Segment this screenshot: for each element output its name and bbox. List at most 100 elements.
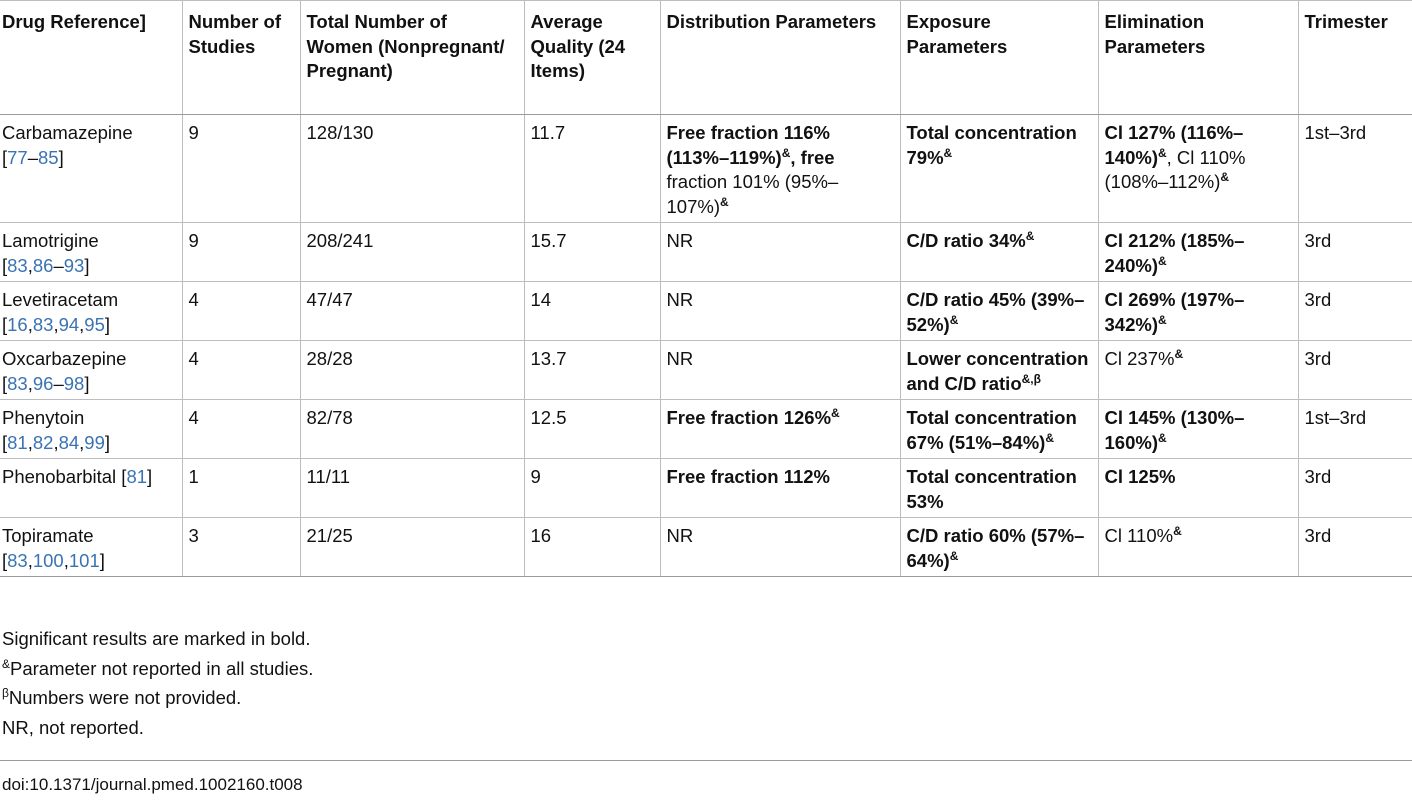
reference-link[interactable]: 81 (7, 431, 28, 453)
reference-link[interactable]: 85 (38, 146, 59, 168)
reference-link[interactable]: 96 (32, 372, 54, 394)
footnote-marker: & (1220, 170, 1230, 184)
cell-text: [ (2, 313, 8, 335)
header-trimester: Trimester (1297, 0, 1412, 115)
cell-text: ] (84, 372, 90, 394)
cell-trimester: 3rd (1297, 458, 1412, 518)
cell-drug-reference: Levetiracetam [16,83,94,95] (0, 281, 182, 341)
cell-text: , (63, 549, 69, 571)
cell-text: ] (99, 549, 105, 571)
footnote-marker: & (1157, 430, 1167, 445)
reference-link[interactable]: 83 (7, 549, 28, 571)
footnote-ampersand: &Parameter not reported in all studies. (2, 656, 314, 679)
cell-text: Cl 269% (197%–342%) (1104, 289, 1245, 335)
cell-text: Lower concentration and C/D ratio (906, 348, 1089, 394)
reference-link[interactable]: 100 (32, 549, 64, 571)
reference-link[interactable]: 86 (32, 254, 54, 276)
reference-link[interactable]: 83 (7, 254, 28, 276)
reference-link[interactable]: 81 (126, 466, 148, 487)
cell-text: – (27, 146, 39, 168)
header-distribution-parameters: Distribution Parameters (659, 0, 900, 115)
cell-text: , (53, 431, 59, 453)
cell-average-quality: 13.7 (523, 340, 660, 400)
cell-text: , (79, 313, 85, 335)
cell-average-quality: 14 (523, 281, 660, 341)
cell-exposure-parameters: Total concentration 67% (51%–84%)& (899, 399, 1098, 459)
cell-text: C/D ratio 60% (57%–64%) (906, 525, 1085, 571)
cell-distribution-parameters: NR (659, 340, 900, 400)
cell-text: ] (58, 146, 64, 168)
cell-number-of-studies: 4 (181, 281, 300, 341)
cell-text: , (27, 254, 33, 276)
cell-trimester: 3rd (1297, 222, 1412, 282)
footnote-marker: & (1174, 347, 1184, 361)
cell-text: ] (84, 254, 90, 276)
cell-text: Free fraction 112% (666, 466, 831, 487)
cell-text: NR (666, 230, 694, 251)
table-row: Topiramate [83,100,101] 3 21/25 16 NR C/D rat… (0, 517, 1412, 577)
reference-link[interactable]: 83 (7, 372, 28, 394)
footnote-marker: & (1157, 145, 1167, 160)
reference-link[interactable]: 93 (63, 254, 85, 276)
cell-average-quality: 16 (523, 517, 660, 577)
cell-exposure-parameters: Total concentration 53% (899, 458, 1098, 518)
cell-distribution-parameters: NR (659, 222, 900, 282)
cell-number-of-studies: 9 (181, 222, 300, 282)
cell-text: fraction 101% (95%–107%) (666, 171, 839, 217)
cell-text: , (27, 431, 33, 453)
cell-text: Lamotrigine (2, 230, 99, 251)
cell-text: Levetiracetam (2, 289, 119, 310)
cell-text: Total concentration 53% (906, 466, 1077, 512)
cell-text: [ (2, 431, 8, 453)
reference-link[interactable]: 101 (68, 549, 100, 571)
doi-divider (0, 760, 1412, 761)
table-row: Carbamazepine [77–85] 9 128/130 11.7 Free fr… (0, 114, 1412, 223)
reference-link[interactable]: 98 (63, 372, 85, 394)
doi-text: doi:10.1371/journal.pmed.1002160.t008 (2, 775, 303, 794)
cell-text: C/D ratio 34% (906, 230, 1026, 251)
cell-average-quality: 15.7 (523, 222, 660, 282)
cell-text: Topiramate (2, 525, 94, 546)
cell-text: NR (666, 348, 694, 369)
cell-distribution-parameters: Free fraction 112% (659, 458, 900, 518)
footnote-marker: & (1157, 253, 1167, 268)
reference-link[interactable]: 82 (32, 431, 54, 453)
cell-text: , (27, 549, 33, 571)
table-row: Phenobarbital [81] 1 11/11 9 Free fraction 1… (0, 458, 1412, 518)
reference-link[interactable]: 99 (84, 431, 105, 453)
cell-total-women: 128/130 (299, 114, 524, 223)
cell-distribution-parameters: NR (659, 281, 900, 341)
reference-link[interactable]: 83 (32, 313, 54, 335)
cell-number-of-studies: 9 (181, 114, 300, 223)
cell-number-of-studies: 4 (181, 340, 300, 400)
header-exposure-parameters: Exposure Parameters (899, 0, 1098, 115)
cell-average-quality: 12.5 (523, 399, 660, 459)
reference-link[interactable]: 16 (7, 313, 28, 335)
cell-elimination-parameters: Cl 110%& (1097, 517, 1298, 577)
reference-link[interactable]: 77 (7, 146, 28, 168)
cell-text: ] (104, 313, 111, 335)
cell-trimester: 1st–3rd (1297, 399, 1412, 459)
header-number-of-studies: Number of Studies (181, 0, 300, 115)
table-footnotes: Significant results are marked in bold. … (2, 624, 313, 742)
header-average-quality: Average Quality (24 Items) (523, 0, 660, 115)
table-row: Phenytoin [81,82,84,99] 4 82/78 12.5 Free fr… (0, 399, 1412, 459)
cell-elimination-parameters: Cl 269% (197%–342%)& (1097, 281, 1298, 341)
footnote-marker: & (1045, 430, 1055, 445)
cell-elimination-parameters: Cl 237%& (1097, 340, 1298, 400)
cell-trimester: 3rd (1297, 340, 1412, 400)
reference-link[interactable]: 94 (58, 313, 80, 335)
reference-link[interactable]: 84 (58, 431, 80, 453)
table-row: Lamotrigine [83,86–93] 9 208/241 15.7 NR C/D … (0, 222, 1412, 282)
table-container: Drug Reference] Number of Studies Total … (0, 0, 1412, 577)
cell-text: , (27, 313, 33, 335)
cell-text: , Cl 110% (108%–112%) (1104, 146, 1246, 193)
cell-distribution-parameters: NR (659, 517, 900, 577)
reference-link[interactable]: 95 (84, 313, 105, 335)
table-row: Oxcarbazepine [83,96–98] 4 28/28 13.7 NR Lowe… (0, 340, 1412, 400)
cell-text: Cl 212% (185%–240%) (1104, 230, 1245, 276)
cell-trimester: 1st–3rd (1297, 114, 1412, 223)
cell-text: [ (2, 549, 8, 571)
cell-text: Total concentration 79% (906, 122, 1077, 168)
cell-text: Total concentration 67% (51%–84%) (906, 407, 1077, 453)
